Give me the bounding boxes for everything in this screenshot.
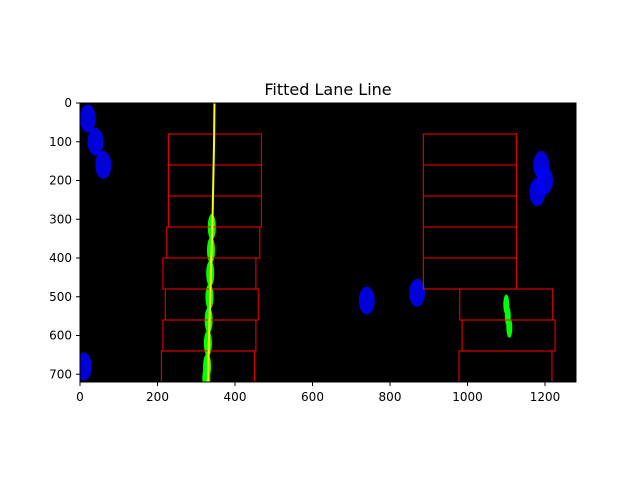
x-tick-label: 200 <box>146 390 169 404</box>
y-tick-label: 0 <box>64 96 72 110</box>
axes-frame <box>79 102 577 383</box>
other-pixel-blob <box>409 278 426 307</box>
x-tick-label: 1000 <box>452 390 483 404</box>
y-tick-label: 400 <box>49 251 72 265</box>
x-tick-label: 1200 <box>530 390 561 404</box>
y-tick-label: 600 <box>49 329 72 343</box>
other-pixel-blob <box>95 151 112 179</box>
y-axis: 0 100 200 300 400 500 600 700 <box>49 96 80 381</box>
other-pixel-blob <box>358 286 375 315</box>
x-tick-label: 400 <box>224 390 247 404</box>
y-tick-label: 700 <box>49 367 72 381</box>
right-lane-pixel-blob <box>506 317 513 338</box>
right-search-window <box>458 350 553 382</box>
plot-area <box>80 103 576 382</box>
chart-title: Fitted Lane Line <box>264 80 391 99</box>
left-fit-line <box>206 103 216 382</box>
x-tick-label: 600 <box>301 390 324 404</box>
other-pixel-blob <box>87 127 104 156</box>
other-pixel-blob <box>80 104 96 133</box>
y-tick-label: 300 <box>49 212 72 226</box>
y-tick-label: 500 <box>49 290 72 304</box>
x-tick-label: 0 <box>76 390 84 404</box>
x-tick-label: 800 <box>379 390 402 404</box>
image-background <box>80 103 576 382</box>
other-pixel-blob <box>529 178 546 207</box>
x-axis: 0 200 400 600 800 1000 1200 <box>76 382 560 404</box>
y-tick-label: 100 <box>49 135 72 149</box>
other-pixel-blob <box>80 352 92 381</box>
y-tick-label: 200 <box>49 174 72 188</box>
